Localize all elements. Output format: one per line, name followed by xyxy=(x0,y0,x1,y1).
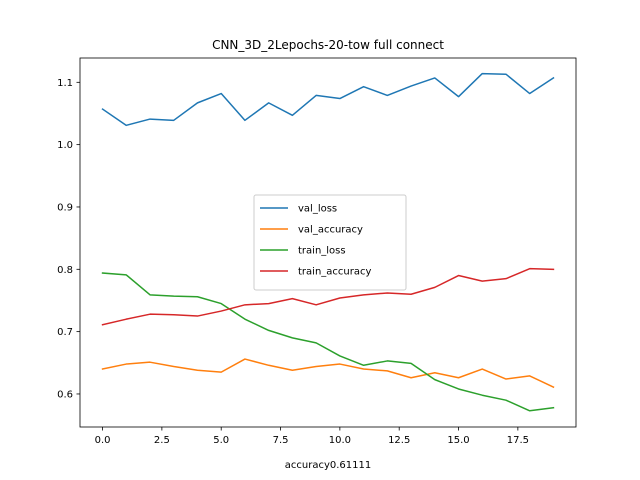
x-axis-label: accuracy0.61111 xyxy=(285,460,371,471)
axes: 0.0 2.5 5.0 7.5 10.0 12.5 15.0 17.5 0.6 0.7 0.8 0.9… xyxy=(57,57,577,446)
axes-frame xyxy=(79,57,577,428)
x-tick-label: 2.5 xyxy=(154,435,170,446)
legend: val_loss val_accuracy train_loss train_accu… xyxy=(253,194,407,291)
x-tick-label: 15.0 xyxy=(447,435,469,446)
y-tick-label: 0.7 xyxy=(57,327,73,338)
legend-label-val-loss: val_loss xyxy=(298,204,337,215)
chart-title: CNN_3D_2Lepochs-20-tow full connect xyxy=(212,38,444,52)
series-line-train-accuracy xyxy=(101,267,555,326)
x-tick-label: 5.0 xyxy=(213,435,229,446)
x-tick-label: 7.5 xyxy=(273,435,289,446)
y-tick-label: 1.1 xyxy=(57,78,73,89)
x-tick-label: 0.0 xyxy=(95,435,111,446)
y-tick-label: 0.8 xyxy=(57,265,73,276)
series-line-val-loss xyxy=(101,72,555,127)
x-tick-label: 12.5 xyxy=(388,435,410,446)
series-line-val-accuracy xyxy=(101,358,555,389)
y-tick-label: 0.9 xyxy=(57,203,73,214)
legend-box xyxy=(253,194,407,291)
plot-area xyxy=(101,72,555,412)
legend-label-train-loss: train_loss xyxy=(298,246,346,257)
y-tick-label: 0.6 xyxy=(57,390,73,401)
x-tick-label: 17.5 xyxy=(507,435,529,446)
legend-label-train-accuracy: train_accuracy xyxy=(298,267,371,278)
legend-label-val-accuracy: val_accuracy xyxy=(298,225,363,236)
series-line-train-loss xyxy=(101,272,555,412)
y-tick-label: 1.0 xyxy=(57,140,73,151)
x-tick-label: 10.0 xyxy=(329,435,351,446)
